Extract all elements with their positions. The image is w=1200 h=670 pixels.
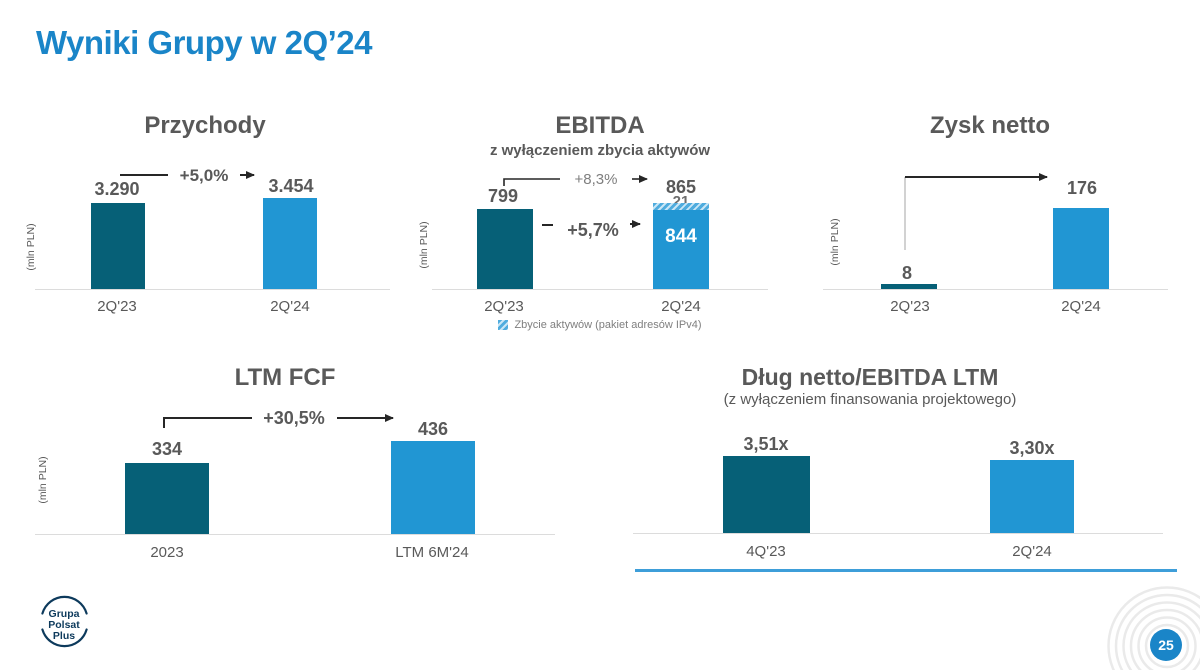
x-tick-label: LTM 6M'24 (395, 544, 469, 561)
bar-2q24 (990, 460, 1074, 533)
chart-title: LTM FCF (234, 364, 336, 391)
growth-line (163, 417, 252, 428)
bar-2q23 (91, 203, 145, 289)
bar-segment-ipv4 (653, 203, 709, 210)
x-tick-label: 2Q'24 (1012, 543, 1052, 560)
x-axis (633, 533, 1163, 534)
legend-swatch-icon (498, 320, 509, 330)
value-label: 3.290 (94, 179, 140, 199)
value-label: 8 (901, 263, 912, 283)
logo-top-arc (41, 595, 88, 615)
change-label: +5,0% (179, 166, 229, 185)
bar-2023 (125, 463, 209, 534)
x-axis (35, 289, 390, 290)
change-label-total: +8,3% (574, 171, 618, 188)
y-axis-label: (mln PLN) (25, 223, 37, 271)
bar-4q23 (723, 456, 810, 533)
y-axis-label: (mln PLN) (37, 456, 49, 504)
value-label: 3,30x (1009, 438, 1055, 458)
change-label: +30,5% (263, 408, 325, 428)
chart-subtitle: (z wyłączeniem finansowania projektowego… (723, 391, 1017, 408)
change-label-underlying: +5,7% (567, 220, 619, 240)
x-tick-label: 2Q'23 (97, 298, 137, 315)
x-tick-label: 2Q'24 (270, 298, 310, 315)
logo-text-line2: Polsat (48, 619, 80, 631)
value-label: 3.454 (268, 176, 314, 196)
x-tick-label: 2Q'23 (484, 298, 524, 315)
x-axis (35, 534, 555, 535)
bar-segment-main (653, 210, 709, 289)
x-tick-label: 2Q'23 (890, 298, 930, 315)
bar-2q23 (881, 284, 937, 289)
x-tick-label: 4Q'23 (746, 543, 786, 560)
value-label: 799 (487, 186, 519, 206)
value-label: 865 (665, 177, 697, 197)
page-title: Wyniki Grupy w 2Q’24 (36, 24, 373, 61)
bar-ltm-6m24 (391, 441, 475, 534)
page-number-badge: 25 (1150, 629, 1182, 661)
bar-2q24 (1053, 208, 1109, 289)
section-underline (635, 569, 1177, 572)
legend-label: Zbycie aktywów (pakiet adresów IPv4) (514, 319, 702, 331)
grupa-polsat-plus-logo: Grupa Polsat Plus (41, 595, 88, 648)
chart-title: Zysk netto (929, 112, 1051, 139)
value-label: 176 (1066, 178, 1098, 198)
bar-2q24 (263, 198, 317, 289)
chart-subtitle: z wyłączeniem zbycia aktywów (489, 142, 711, 159)
x-tick-label: 2Q'24 (661, 298, 701, 315)
segment-label-main: 844 (665, 226, 697, 247)
y-axis-label: (mln PLN) (418, 221, 430, 269)
value-label: 334 (151, 439, 183, 459)
growth-line (503, 178, 560, 186)
bar-2q23 (477, 209, 533, 289)
logo-text-line1: Grupa (49, 608, 80, 620)
value-label: 436 (417, 419, 449, 439)
x-axis (432, 289, 768, 290)
chart-title: EBITDA (555, 112, 645, 139)
x-tick-label: 2Q'24 (1061, 298, 1101, 315)
value-label: 3,51x (743, 434, 789, 454)
chart-title: Dług netto/EBITDA LTM (741, 364, 999, 390)
legend: Zbycie aktywów (pakiet adresów IPv4) (450, 319, 750, 331)
logo-text-line3: Plus (53, 630, 75, 642)
logo-bottom-arc (41, 628, 88, 648)
x-axis (823, 289, 1168, 290)
x-tick-label: 2023 (150, 544, 184, 561)
y-axis-label: (mln PLN) (829, 218, 841, 266)
chart-title: Przychody (144, 112, 266, 139)
